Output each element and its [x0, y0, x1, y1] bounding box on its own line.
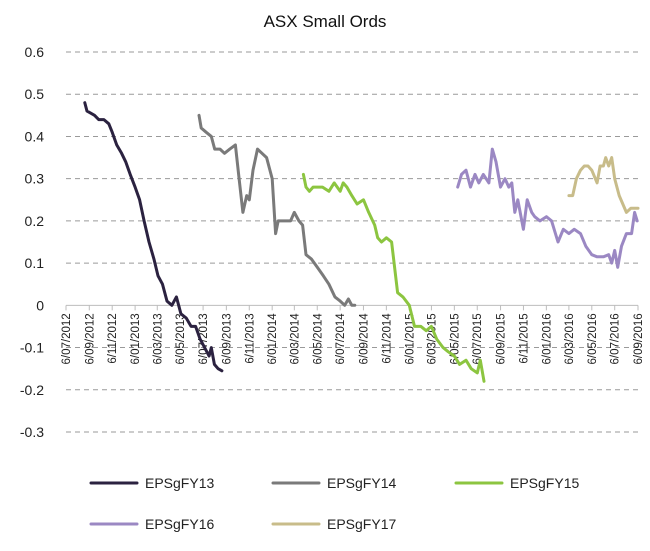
gridlines [66, 51, 638, 433]
x-tick-label: 6/05/2013 [175, 313, 187, 364]
x-tick-label: 6/03/2014 [289, 313, 301, 365]
x-tick-label: 6/01/2013 [130, 313, 142, 364]
legend-label: EPSgFY17 [327, 516, 396, 532]
y-tick-label: 0 [36, 297, 44, 313]
legend-label: EPSgFY13 [145, 475, 214, 491]
series-line-epsgfy15 [301, 172, 486, 383]
legend-label: EPSgFY14 [327, 475, 396, 491]
y-tick-label: 0.3 [25, 171, 45, 187]
y-tick-label: 0.5 [25, 86, 45, 102]
y-tick-label: 0.2 [25, 213, 45, 229]
x-tick-label: 6/11/2015 [518, 313, 530, 363]
y-tick-label: -0.3 [20, 424, 44, 440]
x-tick-label: 6/03/2013 [152, 313, 164, 364]
chart-title: ASX Small Ords [264, 12, 387, 31]
x-tick-label: 6/05/2014 [312, 313, 324, 365]
x-tick-label: 6/09/2014 [358, 313, 370, 365]
x-tick-label: 6/07/2016 [610, 313, 622, 364]
series-line-epsgfy17 [567, 156, 640, 214]
x-tick-label: 6/11/2014 [381, 313, 393, 364]
x-tick-label: 6/11/2013 [244, 313, 256, 363]
series-lines [83, 101, 640, 383]
series-line-epsgfy14 [197, 113, 357, 307]
x-tick-label: 6/09/2016 [633, 313, 645, 364]
legend: EPSgFY13 EPSgFY14 EPSgFY15 EPSgFY16 EPSgFY17 [89, 475, 579, 532]
x-axis-ticks: 6/07/2012 6/09/2012 6/11/2012 6/01/2013 6/03… [61, 313, 645, 365]
x-tick-label: 6/05/2015 [449, 313, 461, 364]
x-tick-label: 6/09/2015 [496, 313, 508, 364]
x-tick-label: 6/07/2014 [335, 313, 347, 365]
y-axis-ticks: 0.6 0.5 0.4 0.3 0.2 0.1 0 -0.1 -0.2 -0.3 [20, 44, 44, 440]
y-tick-label: 0.4 [25, 128, 45, 144]
y-tick-label: -0.2 [20, 382, 44, 398]
y-tick-label: 0.6 [25, 44, 45, 60]
x-tick-label: 6/09/2012 [84, 313, 96, 364]
legend-label: EPSgFY15 [510, 475, 579, 491]
x-tick-label: 6/11/2012 [107, 313, 119, 363]
y-tick-label: -0.1 [20, 340, 44, 356]
x-tick-label: 6/01/2016 [541, 313, 553, 364]
x-tick-label: 6/03/2016 [564, 313, 576, 364]
y-tick-label: 0.1 [25, 255, 45, 271]
series-line-epsgfy13 [83, 101, 224, 373]
x-tick-label: 6/09/2013 [221, 313, 233, 364]
x-tick-label: 6/01/2014 [267, 313, 279, 365]
x-tick-label: 6/07/2015 [472, 313, 484, 364]
x-tick-label: 6/05/2016 [587, 313, 599, 364]
x-tick-label: 6/07/2012 [61, 313, 73, 364]
legend-label: EPSgFY16 [145, 516, 214, 532]
series-line-epsgfy16 [456, 147, 639, 269]
